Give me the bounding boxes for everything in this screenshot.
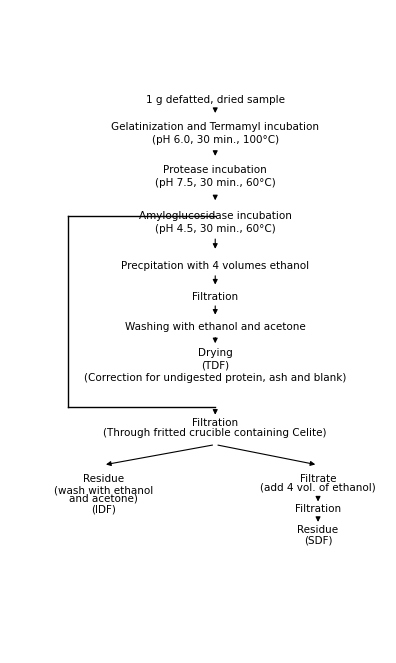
Text: Residue: Residue <box>297 525 339 535</box>
Text: (Through fritted crucible containing Celite): (Through fritted crucible containing Cel… <box>103 428 327 438</box>
Text: Filtration: Filtration <box>295 505 341 514</box>
Text: Filtration: Filtration <box>192 292 238 302</box>
Text: Drying
(TDF)
(Correction for undigested protein, ash and blank): Drying (TDF) (Correction for undigested … <box>84 347 346 383</box>
Text: (SDF): (SDF) <box>304 535 332 545</box>
Text: and acetone): and acetone) <box>69 493 138 503</box>
Text: Protease incubation
(pH 7.5, 30 min., 60°C): Protease incubation (pH 7.5, 30 min., 60… <box>155 165 276 188</box>
Text: Precpitation with 4 volumes ethanol: Precpitation with 4 volumes ethanol <box>121 261 309 271</box>
Text: Amyloglucosidase incubation
(pH 4.5, 30 min., 60°C): Amyloglucosidase incubation (pH 4.5, 30 … <box>139 211 292 234</box>
Text: Filtrate: Filtrate <box>300 474 336 484</box>
Text: Residue: Residue <box>83 474 124 484</box>
Text: Gelatinization and Termamyl incubation
(pH 6.0, 30 min., 100°C): Gelatinization and Termamyl incubation (… <box>111 122 319 145</box>
Text: Filtration: Filtration <box>192 418 238 428</box>
Text: (IDF): (IDF) <box>91 505 116 514</box>
Text: (wash with ethanol: (wash with ethanol <box>53 485 153 495</box>
Text: 1 g defatted, dried sample: 1 g defatted, dried sample <box>146 95 285 105</box>
Text: (add 4 vol. of ethanol): (add 4 vol. of ethanol) <box>260 483 376 493</box>
Text: Washing with ethanol and acetone: Washing with ethanol and acetone <box>125 322 306 332</box>
